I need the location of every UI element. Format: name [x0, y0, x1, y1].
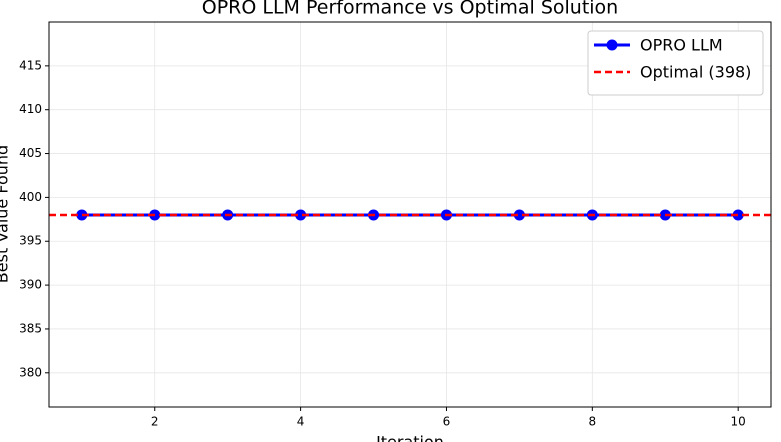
x-tick-label: 2	[151, 415, 159, 429]
x-tick-label: 8	[589, 415, 597, 429]
y-tick-label: 415	[19, 58, 42, 72]
x-tick-label: 10	[731, 415, 746, 429]
x-tick-label: 4	[297, 415, 305, 429]
y-tick-label: 380	[19, 365, 42, 379]
marker	[76, 209, 88, 221]
legend-label: Optimal (398)	[640, 63, 751, 82]
marker	[513, 209, 525, 221]
y-tick-label: 400	[19, 190, 42, 204]
y-tick-label: 390	[19, 278, 42, 292]
y-tick-label: 395	[19, 234, 42, 248]
chart-title: OPRO LLM Performance vs Optimal Solution	[202, 0, 618, 19]
y-tick-label: 410	[19, 102, 42, 116]
y-tick-label: 405	[19, 146, 42, 160]
x-axis-label: Iteration	[376, 433, 444, 442]
legend-box	[587, 30, 764, 96]
legend-marker	[606, 39, 618, 51]
marker	[295, 209, 307, 221]
y-tick-label: 385	[19, 321, 42, 335]
marker	[732, 209, 744, 221]
plot-frame	[48, 21, 772, 408]
x-tick-label: 6	[443, 415, 451, 429]
legend-label: OPRO LLM	[640, 36, 723, 55]
y-axis-label: Best Value Found	[0, 145, 12, 283]
